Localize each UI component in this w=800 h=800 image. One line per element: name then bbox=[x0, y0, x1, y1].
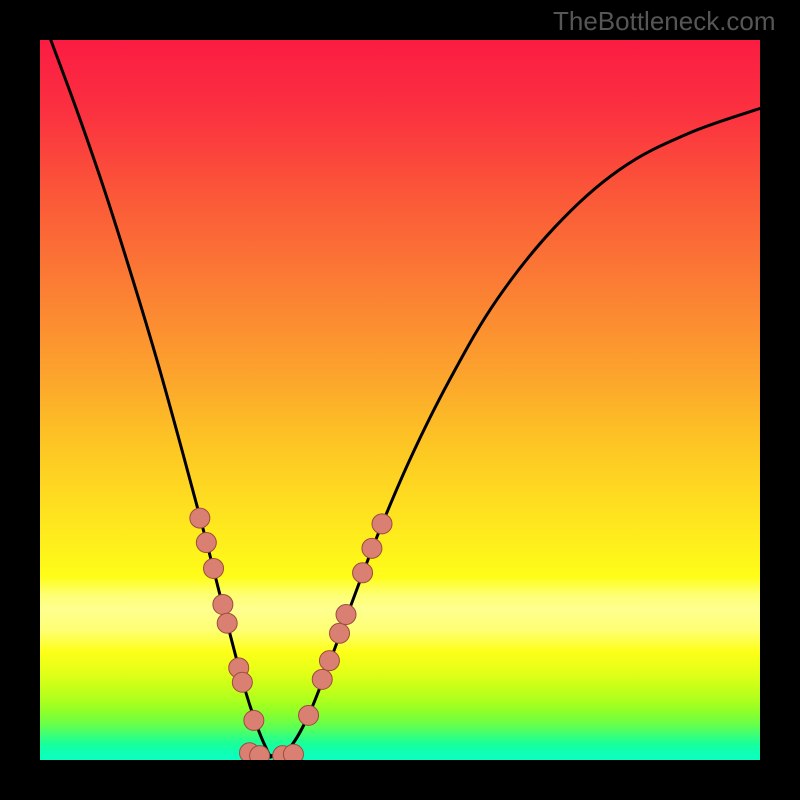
data-point bbox=[244, 710, 264, 730]
chart-stage: TheBottleneck.com bbox=[0, 0, 800, 800]
data-point bbox=[312, 669, 332, 689]
data-point bbox=[299, 705, 319, 725]
data-point bbox=[190, 508, 210, 528]
data-point bbox=[283, 744, 303, 760]
data-point bbox=[319, 651, 339, 671]
data-point bbox=[204, 558, 224, 578]
data-point bbox=[330, 623, 350, 643]
data-point bbox=[217, 613, 237, 633]
data-point bbox=[196, 533, 216, 553]
data-point bbox=[213, 594, 233, 614]
data-point bbox=[336, 605, 356, 625]
gradient-background bbox=[40, 40, 760, 760]
data-point bbox=[372, 514, 392, 534]
watermark-text: TheBottleneck.com bbox=[553, 6, 776, 37]
data-point bbox=[353, 563, 373, 583]
data-point bbox=[232, 672, 252, 692]
data-point bbox=[362, 538, 382, 558]
bottleneck-curve-chart bbox=[40, 40, 760, 760]
chart-plot-area bbox=[40, 40, 760, 760]
